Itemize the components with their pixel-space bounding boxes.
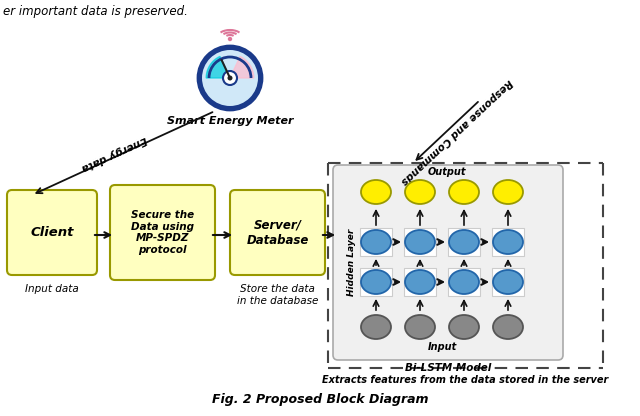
Circle shape (223, 71, 237, 85)
Ellipse shape (493, 180, 523, 204)
Text: Secure the
Data using
MP-SPDZ
protocol: Secure the Data using MP-SPDZ protocol (131, 210, 194, 255)
Text: Hidden Layer: Hidden Layer (348, 229, 356, 296)
Ellipse shape (405, 180, 435, 204)
Ellipse shape (405, 315, 435, 339)
Text: Output: Output (428, 167, 467, 177)
FancyBboxPatch shape (492, 268, 524, 296)
FancyBboxPatch shape (360, 268, 392, 296)
Text: Client: Client (30, 226, 74, 239)
Text: Energy data: Energy data (79, 134, 148, 172)
Ellipse shape (361, 270, 391, 294)
Ellipse shape (449, 315, 479, 339)
Circle shape (202, 50, 258, 106)
Text: Fig. 2 Proposed Block Diagram: Fig. 2 Proposed Block Diagram (212, 393, 428, 406)
Text: Input: Input (428, 342, 456, 352)
FancyBboxPatch shape (448, 268, 480, 296)
Ellipse shape (493, 230, 523, 254)
Ellipse shape (361, 315, 391, 339)
Ellipse shape (449, 270, 479, 294)
Ellipse shape (405, 270, 435, 294)
Text: er important data is preserved.: er important data is preserved. (3, 5, 188, 18)
Circle shape (228, 37, 232, 40)
Circle shape (227, 75, 232, 81)
FancyBboxPatch shape (7, 190, 97, 275)
FancyBboxPatch shape (404, 228, 436, 256)
FancyBboxPatch shape (110, 185, 215, 280)
Text: Bi-LSTM Model: Bi-LSTM Model (405, 363, 491, 373)
Ellipse shape (449, 180, 479, 204)
Ellipse shape (449, 230, 479, 254)
Text: Server/
Database: Server/ Database (246, 218, 308, 247)
Text: Input data: Input data (25, 284, 79, 294)
FancyBboxPatch shape (492, 228, 524, 256)
Ellipse shape (405, 230, 435, 254)
Polygon shape (206, 57, 230, 78)
Polygon shape (230, 57, 254, 78)
FancyBboxPatch shape (360, 228, 392, 256)
Ellipse shape (361, 230, 391, 254)
FancyBboxPatch shape (333, 165, 563, 360)
Text: Store the data
in the database: Store the data in the database (237, 284, 318, 306)
FancyBboxPatch shape (448, 228, 480, 256)
FancyBboxPatch shape (230, 190, 325, 275)
Ellipse shape (493, 315, 523, 339)
Ellipse shape (361, 180, 391, 204)
Ellipse shape (493, 270, 523, 294)
Circle shape (198, 46, 262, 110)
FancyBboxPatch shape (404, 268, 436, 296)
Text: Extracts features from the data stored in the server: Extracts features from the data stored i… (323, 375, 609, 385)
Text: Response and Commands: Response and Commands (399, 77, 514, 186)
Text: Smart Energy Meter: Smart Energy Meter (167, 116, 293, 126)
